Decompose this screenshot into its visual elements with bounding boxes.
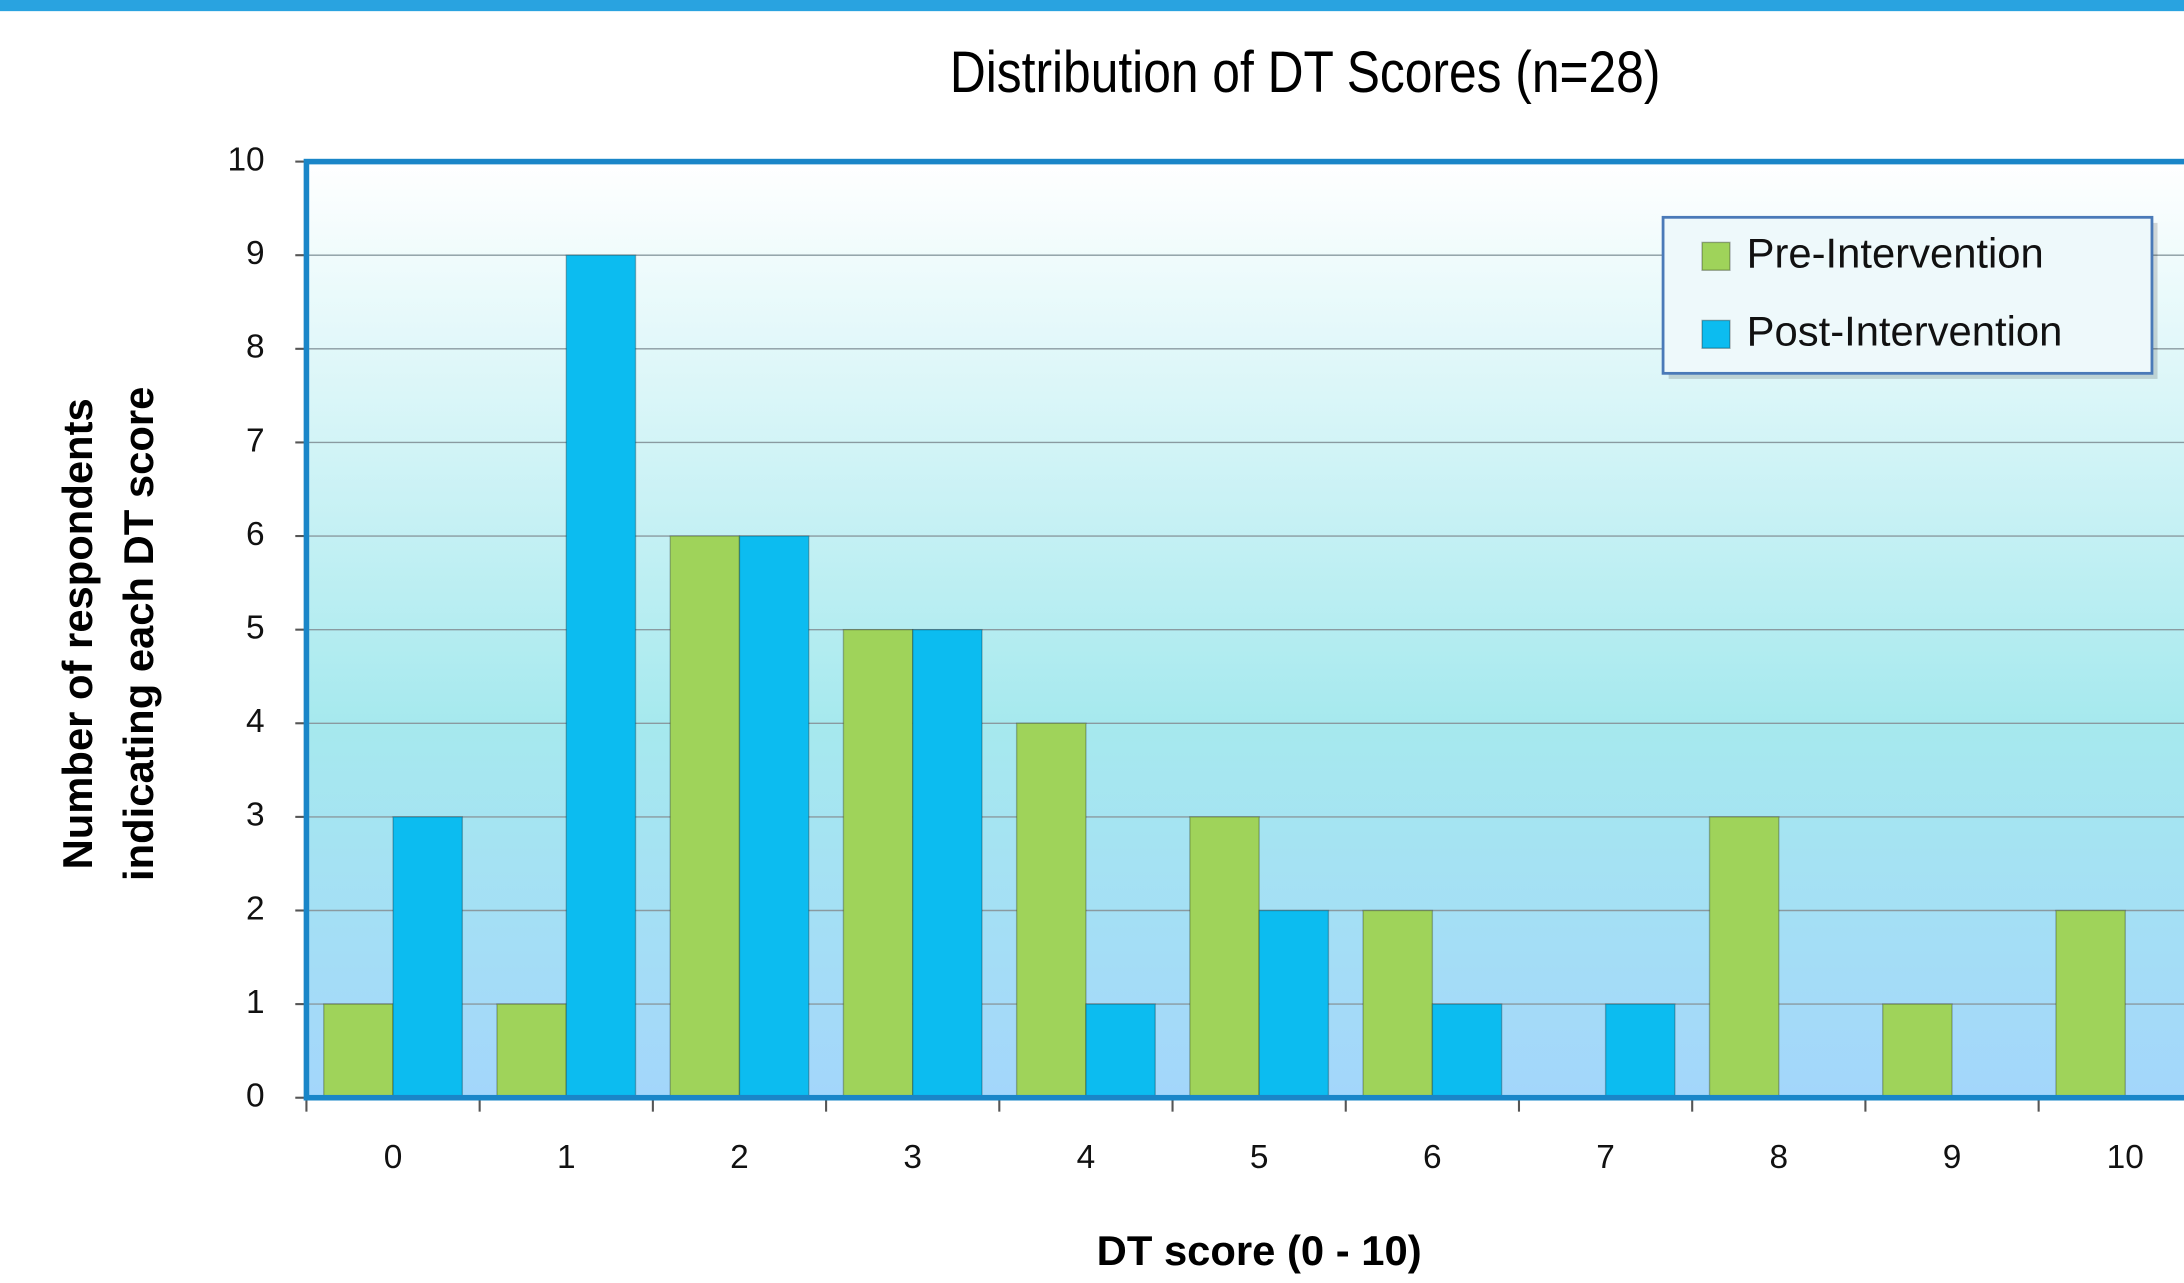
bar bbox=[1604, 1003, 1676, 1099]
bar bbox=[1431, 1003, 1503, 1099]
bar bbox=[1015, 722, 1087, 1099]
x-tick-label: 10 bbox=[2107, 1139, 2144, 1176]
bar bbox=[1189, 816, 1260, 1099]
legend-label: Post-Intervention bbox=[1747, 307, 2063, 354]
y-tick-label: 9 bbox=[246, 235, 265, 272]
bar bbox=[669, 535, 741, 1099]
legend-swatch bbox=[1701, 241, 1731, 271]
y-tick-label: 3 bbox=[246, 797, 265, 834]
bar bbox=[392, 816, 464, 1099]
y-axis-label: Number of respondents bbox=[54, 398, 101, 869]
x-tick-label: 6 bbox=[1423, 1139, 1442, 1176]
x-tick-label: 9 bbox=[1943, 1139, 1962, 1176]
chart-title: Distribution of DT Scores (n=28) bbox=[950, 39, 1661, 105]
x-tick-label: 3 bbox=[903, 1139, 922, 1176]
x-tick-label: 8 bbox=[1770, 1139, 1789, 1176]
y-tick-label: 8 bbox=[246, 329, 265, 366]
legend bbox=[1661, 215, 2154, 375]
x-tick-label: 7 bbox=[1596, 1139, 1615, 1176]
bar bbox=[565, 254, 637, 1099]
bar bbox=[1362, 909, 1434, 1099]
x-tick-label: 5 bbox=[1250, 1139, 1269, 1176]
x-tick-label: 0 bbox=[384, 1139, 403, 1176]
bar bbox=[1708, 816, 1780, 1099]
y-tick-label: 5 bbox=[246, 609, 265, 646]
bar bbox=[496, 1003, 567, 1099]
bar bbox=[738, 535, 810, 1099]
y-axis-label: indicating each DT score bbox=[115, 387, 162, 881]
x-tick-label: 1 bbox=[557, 1139, 576, 1176]
x-tick-label: 4 bbox=[1077, 1139, 1096, 1176]
y-tick-label: 4 bbox=[246, 703, 265, 740]
bar bbox=[1085, 1003, 1156, 1099]
bar bbox=[323, 1003, 394, 1099]
y-tick-label: 0 bbox=[246, 1078, 265, 1115]
x-tick-label: 2 bbox=[730, 1139, 749, 1176]
legend-label: Pre-Intervention bbox=[1747, 229, 2044, 276]
legend-swatch bbox=[1701, 319, 1731, 349]
y-tick-label: 6 bbox=[246, 516, 265, 553]
y-tick-label: 10 bbox=[227, 141, 264, 178]
bar bbox=[2055, 909, 2126, 1099]
y-tick-label: 2 bbox=[246, 890, 265, 927]
bar bbox=[912, 628, 983, 1099]
x-axis-label: DT score (0 - 10) bbox=[1097, 1227, 1422, 1274]
y-tick-label: 1 bbox=[246, 984, 265, 1021]
plot-frame bbox=[303, 158, 2184, 1101]
bar bbox=[1882, 1003, 1953, 1099]
bar bbox=[1258, 909, 1330, 1099]
y-tick-label: 7 bbox=[246, 422, 265, 459]
top-bar bbox=[0, 0, 2184, 12]
bar bbox=[842, 628, 914, 1099]
